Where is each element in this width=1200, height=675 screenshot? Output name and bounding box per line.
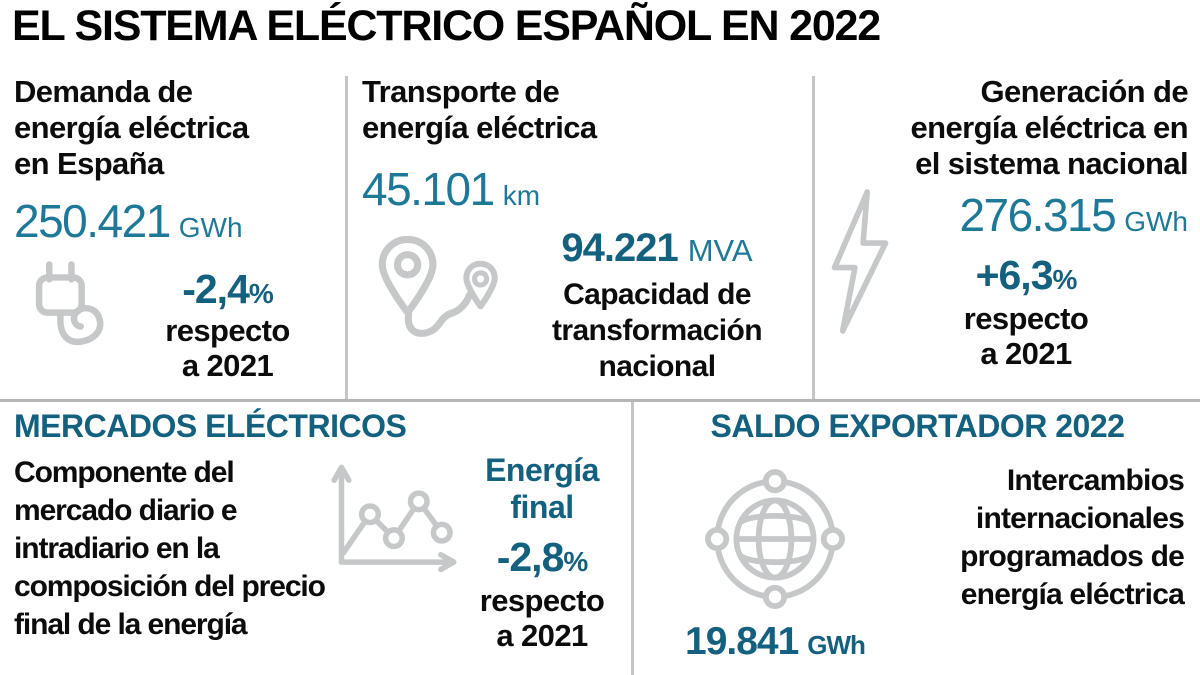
generacion-unit: GWh [1124, 206, 1188, 237]
panel-generacion: Generación de energía eléctrica en el si… [822, 74, 1189, 371]
transporte-km-unit: km [502, 180, 541, 211]
demanda-delta-percent-sign: % [248, 278, 274, 309]
generacion-delta: +6,3% [894, 252, 1158, 299]
generacion-value: 276.315 GWh [894, 188, 1188, 242]
generacion-delta-number: +6,3 [975, 252, 1054, 298]
demanda-value-number: 250.421 [14, 195, 171, 247]
divider-horizontal [0, 399, 1200, 402]
saldo-heading: SALDO EXPORTADOR 2022 [710, 408, 1125, 444]
transporte-mva-value: 94.221 MVA [514, 226, 800, 271]
generacion-delta-percent-sign: % [1052, 264, 1078, 295]
demanda-unit: GWh [178, 212, 243, 243]
demanda-change-block: -2,4% respecto a 2021 [116, 258, 339, 383]
saldo-unit: GWh [807, 630, 866, 660]
transporte-km-number: 45.101 [362, 163, 495, 215]
saldo-value-number: 19.841 [685, 620, 799, 663]
panel-saldo: SALDO EXPORTADOR 2022 Intercambios inter… [645, 408, 1190, 675]
generacion-detail-row: 276.315 GWh +6,3% respecto a 2021 [822, 188, 1188, 371]
generacion-heading: Generación de energía eléctrica en el si… [910, 74, 1189, 181]
transporte-capacity-block: 94.221 MVA Capacidad de transformación na… [514, 226, 800, 385]
plug-icon [35, 261, 104, 346]
saldo-value: 19.841 GWh [685, 620, 866, 664]
mercados-delta-percent-sign: % [563, 546, 588, 577]
mercados-compare: respecto a 2021 [479, 583, 605, 653]
infographic-title: EL SISTEMA ELÉCTRICO ESPAÑOL EN 2022 [12, 2, 881, 50]
panel-mercados: MERCADOS ELÉCTRICOS Componente del merca… [14, 408, 628, 675]
transporte-mva-number: 94.221 [561, 226, 678, 270]
mercados-heading: MERCADOS ELÉCTRICOS [14, 408, 407, 444]
mercados-delta-number: -2,8 [496, 534, 565, 580]
mercados-delta: -2,8% [452, 534, 632, 581]
panel-demanda: Demanda de energía eléctrica en España 2… [14, 74, 339, 383]
demanda-detail-row: -2,4% respecto a 2021 [14, 258, 339, 383]
transporte-km-value: 45.101 km [362, 162, 800, 216]
mercados-body: Componente del mercado diario e intradia… [14, 456, 326, 641]
demanda-compare: respecto a 2021 [165, 313, 290, 383]
divider-top-left [345, 76, 348, 400]
demanda-delta-number: -2,4 [182, 266, 250, 312]
panel-transporte: Transporte de energía eléctrica 45.101 km… [362, 74, 800, 385]
route-icon [378, 235, 498, 337]
transporte-heading: Transporte de energía eléctrica [362, 74, 597, 145]
transporte-mva-unit: MVA [687, 233, 753, 268]
mercados-label: Energía final [485, 452, 599, 525]
globe-network-icon [705, 469, 845, 609]
divider-top-right [812, 76, 815, 400]
generacion-value-number: 276.315 [959, 189, 1116, 241]
transporte-detail-row: 94.221 MVA Capacidad de transformación na… [362, 226, 800, 385]
demanda-value: 250.421 GWh [14, 194, 339, 248]
transporte-caption: Capacidad de transformación nacional [552, 278, 763, 383]
divider-bottom [631, 402, 634, 675]
bolt-icon [831, 189, 889, 334]
generacion-stats-block: 276.315 GWh +6,3% respecto a 2021 [894, 188, 1188, 371]
saldo-body: Intercambios internacionales programados… [960, 464, 1185, 611]
line-chart-icon [331, 464, 457, 573]
demanda-heading: Demanda de energía eléctrica en España [14, 74, 249, 181]
generacion-compare: respecto a 2021 [963, 301, 1089, 371]
mercados-change-block: Energía final -2,8% respecto a 2021 [452, 452, 632, 653]
demanda-delta: -2,4% [116, 266, 339, 313]
